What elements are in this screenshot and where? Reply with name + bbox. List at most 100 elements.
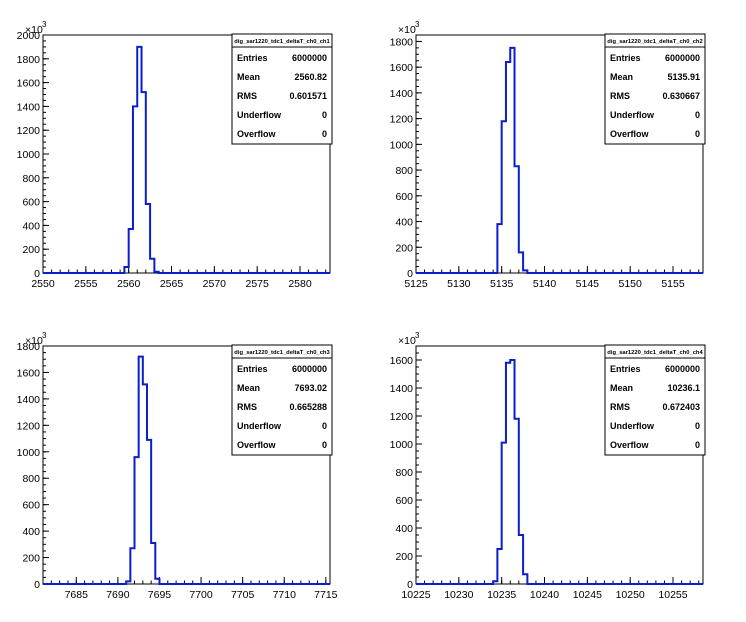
stats-label: Mean xyxy=(237,383,260,393)
x-tick-label: 2550 xyxy=(31,278,55,290)
y-tick-label: 1800 xyxy=(390,36,414,48)
y-exponent-power: 3 xyxy=(415,331,420,340)
x-tick-label: 2555 xyxy=(74,278,98,290)
stats-box-frame xyxy=(604,344,706,456)
y-tick-label: 200 xyxy=(22,553,40,565)
stats-value: 0 xyxy=(322,129,327,139)
y-tick-label: 1800 xyxy=(17,54,41,66)
y-tick-label: 0 xyxy=(34,268,40,280)
x-tick-label: 5145 xyxy=(576,278,600,290)
y-tick-label: 400 xyxy=(395,523,413,535)
stats-label: RMS xyxy=(610,402,630,412)
stats-label: Underflow xyxy=(237,421,282,431)
y-tick-label: 1200 xyxy=(390,411,414,423)
y-tick-label: 200 xyxy=(395,551,413,563)
y-tick-label: 800 xyxy=(22,473,40,485)
histogram-panel-3: 0 200 400 600 800 1000 1200 1400 1600 1800 7685 769… xyxy=(17,331,338,601)
x-tick-label: 2565 xyxy=(160,278,184,290)
x-tick-label: 10250 xyxy=(616,589,645,601)
histogram-panel-4: 0 200 400 600 800 1000 1200 1400 1600 10225 10230 1… xyxy=(390,331,706,601)
x-tick-label: 10240 xyxy=(530,589,559,601)
stats-label: Underflow xyxy=(610,421,655,431)
y-tick-label: 0 xyxy=(407,268,413,280)
y-exponent-power: 3 xyxy=(42,331,47,340)
histogram-series xyxy=(43,355,330,585)
stats-box-frame xyxy=(604,33,706,145)
stats-box: dig_sar1220_tdc1_deltaT_ch0_ch3 Entries 60… xyxy=(231,344,333,456)
stats-label: Mean xyxy=(610,72,633,82)
stats-value: 0 xyxy=(695,421,700,431)
y-tick-label: 800 xyxy=(22,173,40,185)
stats-value: 6000000 xyxy=(665,364,700,374)
stats-value: 0 xyxy=(695,110,700,120)
y-tick-label: 600 xyxy=(395,191,413,203)
x-tick-label: 7685 xyxy=(65,589,89,601)
histogram-panel-2: 0 200 400 600 800 1000 1200 1400 1600 1800 5125 513… xyxy=(390,20,706,290)
x-tick-label: 7690 xyxy=(106,589,130,601)
stats-value: 0.665288 xyxy=(289,402,327,412)
stats-box: dig_sar1220_tdc1_deltaT_ch0_ch4 Entries 60… xyxy=(604,344,706,456)
stats-value: 0 xyxy=(322,421,327,431)
y-exponent-power: 3 xyxy=(415,20,420,29)
stats-value: 10236.1 xyxy=(667,383,700,393)
x-tick-label: 5130 xyxy=(447,278,471,290)
y-tick-label: 1000 xyxy=(390,439,414,451)
stats-box-title: dig_sar1220_tdc1_deltaT_ch0_ch2 xyxy=(607,39,702,45)
x-tick-label: 10255 xyxy=(658,589,687,601)
y-tick-label: 600 xyxy=(22,500,40,512)
stats-value: 6000000 xyxy=(292,53,327,63)
x-tick-label: 2560 xyxy=(117,278,141,290)
stats-box-title: dig_sar1220_tdc1_deltaT_ch0_ch3 xyxy=(234,350,330,356)
y-exponent-label: ×10 xyxy=(398,335,416,347)
x-tick-label: 7710 xyxy=(273,589,297,601)
x-tick-label: 2580 xyxy=(288,278,312,290)
stats-label: Mean xyxy=(237,72,260,82)
stats-value: 0.630667 xyxy=(662,91,700,101)
stats-value: 0 xyxy=(322,440,327,450)
stats-label: Underflow xyxy=(237,110,282,120)
stats-value: 5135.91 xyxy=(667,72,700,82)
y-tick-label: 1200 xyxy=(17,125,41,137)
y-tick-label: 400 xyxy=(22,526,40,538)
x-tick-label: 2570 xyxy=(203,278,227,290)
y-tick-label: 600 xyxy=(22,197,40,209)
stats-box: dig_sar1220_tdc1_deltaT_ch0_ch2 Entries 60… xyxy=(604,33,706,145)
y-tick-label: 400 xyxy=(22,220,40,232)
x-tick-label: 5135 xyxy=(490,278,514,290)
stats-label: Entries xyxy=(610,53,641,63)
stats-value: 0.601571 xyxy=(289,91,327,101)
stats-value: 7693.02 xyxy=(294,383,327,393)
histogram-series xyxy=(43,45,330,274)
y-tick-label: 0 xyxy=(34,579,40,591)
stats-value: 0 xyxy=(695,440,700,450)
stats-label: Mean xyxy=(610,383,633,393)
x-tick-label: 10235 xyxy=(487,589,516,601)
histogram-series xyxy=(416,359,703,585)
stats-value: 6000000 xyxy=(292,364,327,374)
stats-box-title: dig_sar1220_tdc1_deltaT_ch0_ch4 xyxy=(607,350,703,356)
y-tick-label: 800 xyxy=(395,165,413,177)
stats-value: 0.672403 xyxy=(662,402,700,412)
y-tick-label: 1400 xyxy=(390,383,414,395)
x-tick-label: 2575 xyxy=(245,278,269,290)
y-tick-label: 1600 xyxy=(390,355,414,367)
y-tick-label: 1600 xyxy=(17,367,41,379)
y-tick-label: 2000 xyxy=(17,30,41,42)
stats-box-frame xyxy=(231,344,333,456)
y-tick-label: 1400 xyxy=(17,394,41,406)
y-tick-label: 1000 xyxy=(390,139,414,151)
x-tick-label: 10225 xyxy=(401,589,430,601)
x-tick-label: 7715 xyxy=(314,589,338,601)
y-tick-label: 1000 xyxy=(17,149,41,161)
x-tick-label: 5125 xyxy=(404,278,428,290)
y-exponent-label: ×10 xyxy=(25,335,43,347)
stats-label: RMS xyxy=(237,402,257,412)
stats-box-title: dig_sar1220_tdc1_deltaT_ch0_ch1 xyxy=(234,39,330,45)
stats-value: 0 xyxy=(322,110,327,120)
x-tick-label: 5140 xyxy=(533,278,557,290)
stats-box: dig_sar1220_tdc1_deltaT_ch0_ch1 Entries 60… xyxy=(231,33,333,145)
stats-label: Entries xyxy=(610,364,641,374)
stats-label: RMS xyxy=(237,91,257,101)
x-tick-label: 10245 xyxy=(573,589,602,601)
